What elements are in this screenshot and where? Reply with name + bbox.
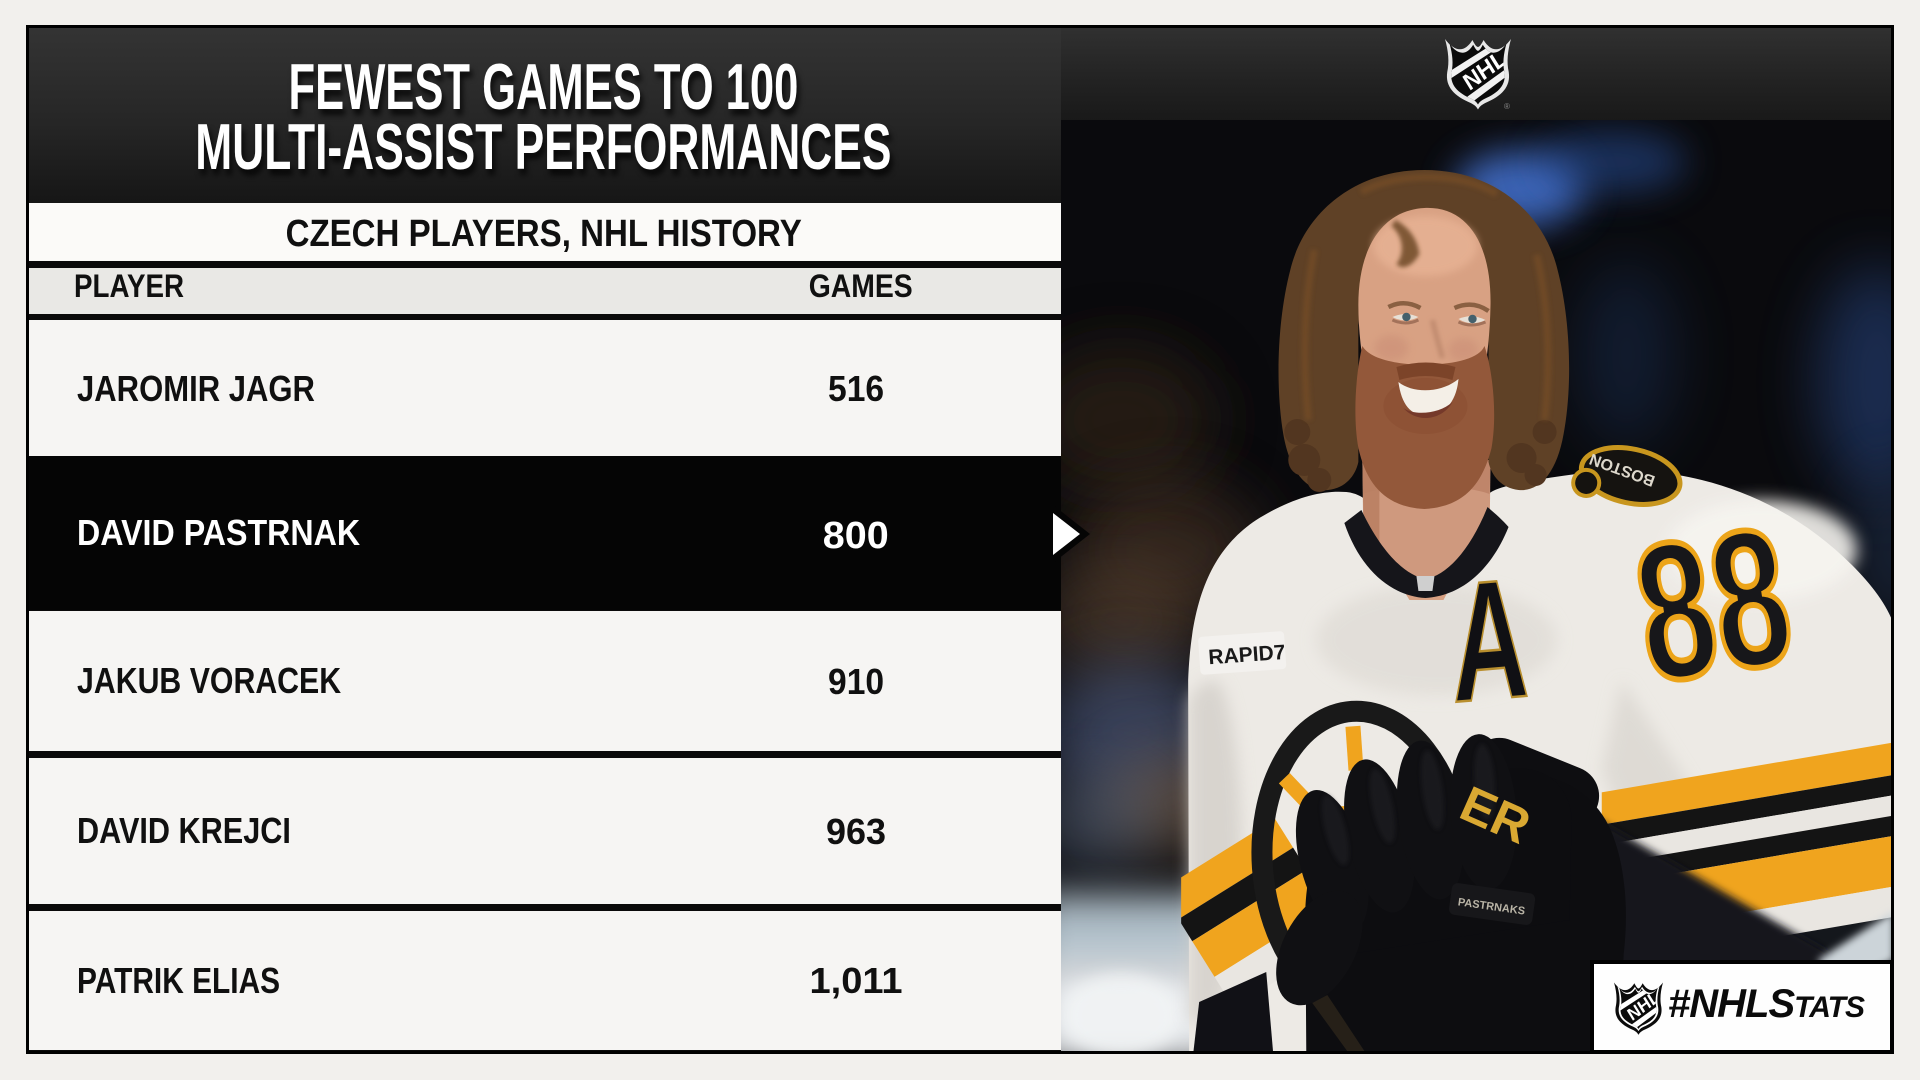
svg-text:®: ® — [1504, 102, 1510, 111]
svg-text:RAPID7: RAPID7 — [1208, 641, 1286, 669]
svg-text:88: 88 — [1622, 485, 1804, 724]
